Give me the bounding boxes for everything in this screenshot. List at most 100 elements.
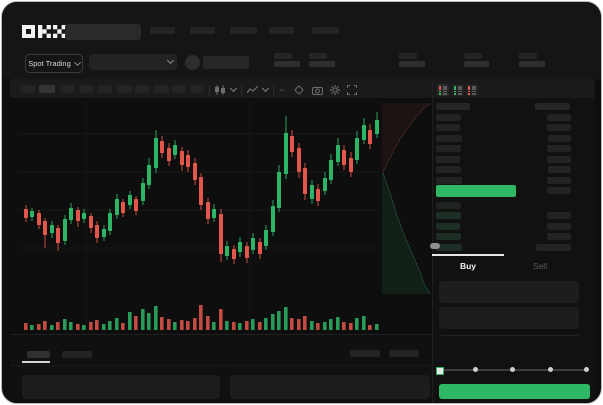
orderbook-ask-amount[interactable]: [547, 114, 571, 121]
timeframe-button[interactable]: [190, 85, 204, 93]
orderbook-bid-amount[interactable]: [536, 244, 571, 251]
volume-bar: [89, 322, 93, 330]
indicator-icon[interactable]: [247, 85, 259, 95]
candle-body: [43, 221, 47, 235]
bottom-tab[interactable]: [27, 351, 50, 358]
volume-bar: [362, 316, 366, 330]
pair-name-placeholder: [203, 56, 249, 69]
slider-dot-100pct[interactable]: [584, 367, 589, 372]
slider-dot-25pct[interactable]: [473, 367, 478, 372]
tab-buy[interactable]: Buy: [432, 254, 504, 275]
bottom-action-placeholder[interactable]: [350, 350, 380, 357]
volume-bar: [95, 320, 99, 330]
orderbook-ask-price[interactable]: [436, 166, 461, 173]
pair-selector-dropdown[interactable]: [89, 54, 177, 70]
candlestick-chart[interactable]: [10, 98, 432, 334]
fullscreen-icon[interactable]: [347, 85, 357, 95]
candle-body: [316, 189, 320, 201]
timeframe-button[interactable]: [98, 85, 112, 93]
orderbook-ask-amount[interactable]: [547, 145, 571, 152]
volume-bar: [290, 318, 294, 330]
volume-bar: [199, 305, 203, 330]
orders-table-placeholder: [230, 375, 430, 399]
tab-sell[interactable]: Sell: [504, 254, 576, 275]
timeframe-button[interactable]: [60, 85, 75, 93]
nav-item-placeholder[interactable]: [190, 27, 215, 34]
bottom-action-placeholder[interactable]: [389, 350, 419, 357]
icon-cell: [468, 90, 470, 93]
orderbook-ask-amount[interactable]: [547, 177, 571, 184]
volume-bar: [69, 322, 73, 330]
search-input[interactable]: [65, 24, 141, 40]
orderbook-bid-price[interactable]: [436, 202, 461, 209]
icon-cell: [468, 93, 470, 95]
orderbook-bid-amount[interactable]: [547, 223, 571, 230]
timeframe-button[interactable]: [135, 85, 149, 93]
candle-body: [186, 155, 190, 167]
eraser-icon[interactable]: [294, 85, 304, 95]
candle-body: [167, 148, 171, 161]
volume-bar: [284, 307, 288, 330]
candle-body: [219, 214, 223, 254]
orderbook-ask-amount[interactable]: [548, 166, 571, 173]
market-stat-label: [399, 53, 417, 59]
orderbook-ask-amount[interactable]: [547, 156, 571, 163]
orderbook-ask-price[interactable]: [436, 177, 462, 184]
orderbook-bid-price[interactable]: [436, 244, 462, 251]
orderbook-ask-price[interactable]: [436, 114, 461, 121]
book-asks-bids-icon[interactable]: [437, 84, 449, 96]
orderbook-ask-amount[interactable]: [548, 135, 571, 142]
timeframe-button[interactable]: [172, 85, 186, 93]
volume-bar: [186, 321, 190, 330]
okx-logo-icon[interactable]: [22, 25, 66, 38]
slider-dot-50pct[interactable]: [510, 367, 515, 372]
candles-icon[interactable]: [214, 85, 226, 95]
volume-bar: [271, 314, 275, 330]
volume-bar: [30, 325, 34, 330]
settings-gear-icon[interactable]: [330, 85, 340, 95]
nav-item-placeholder[interactable]: [150, 27, 175, 34]
orderbook-bid-amount[interactable]: [547, 212, 571, 219]
volume-bar: [24, 323, 28, 330]
orderbook-bid-price[interactable]: [436, 212, 461, 219]
nav-item-placeholder[interactable]: [312, 27, 339, 34]
submit-buy-button[interactable]: [439, 384, 590, 399]
timeframe-button[interactable]: [154, 85, 169, 93]
book-asks-only-icon[interactable]: [466, 84, 478, 96]
timeframe-button[interactable]: [117, 85, 132, 93]
orderbook-ask-amount[interactable]: [547, 124, 571, 131]
price-input[interactable]: [439, 281, 579, 303]
volume-bar: [232, 322, 236, 330]
last-price-badge[interactable]: [436, 185, 516, 197]
candle-body: [121, 202, 125, 213]
orderbook-bid-price[interactable]: [436, 233, 461, 240]
icon-line: [471, 86, 476, 88]
line-style-icon[interactable]: ~: [279, 85, 285, 95]
market-type-dropdown[interactable]: Spot Trading: [25, 54, 83, 73]
amount-input[interactable]: [439, 307, 579, 329]
camera-icon[interactable]: [312, 85, 323, 95]
icon-line: [442, 93, 447, 95]
nav-item-placeholder[interactable]: [269, 27, 294, 34]
slider-dot-75pct[interactable]: [548, 367, 553, 372]
icon-line: [442, 86, 447, 88]
volume-bar: [147, 313, 151, 330]
orderbook-ask-price[interactable]: [436, 156, 460, 163]
orderbook-ask-price[interactable]: [436, 145, 461, 152]
bottom-tab[interactable]: [62, 351, 92, 358]
orderbook-panel: [432, 98, 595, 403]
orderbook-ask-price[interactable]: [436, 124, 460, 131]
orderbook-bid-amount[interactable]: [547, 233, 571, 240]
timeframe-button[interactable]: [79, 85, 93, 93]
timeframe-button[interactable]: [20, 85, 35, 93]
timeframe-button[interactable]: [39, 85, 55, 93]
orderbook-bid-price[interactable]: [436, 223, 460, 230]
orderbook-ask-price[interactable]: [436, 135, 462, 142]
icon-line: [442, 90, 447, 93]
panel-resize-handle[interactable]: [430, 243, 440, 249]
volume-bar: [82, 325, 86, 330]
nav-item-placeholder[interactable]: [230, 27, 257, 34]
book-bids-only-icon[interactable]: [452, 84, 464, 96]
slider-dot-0pct[interactable]: [436, 367, 444, 375]
